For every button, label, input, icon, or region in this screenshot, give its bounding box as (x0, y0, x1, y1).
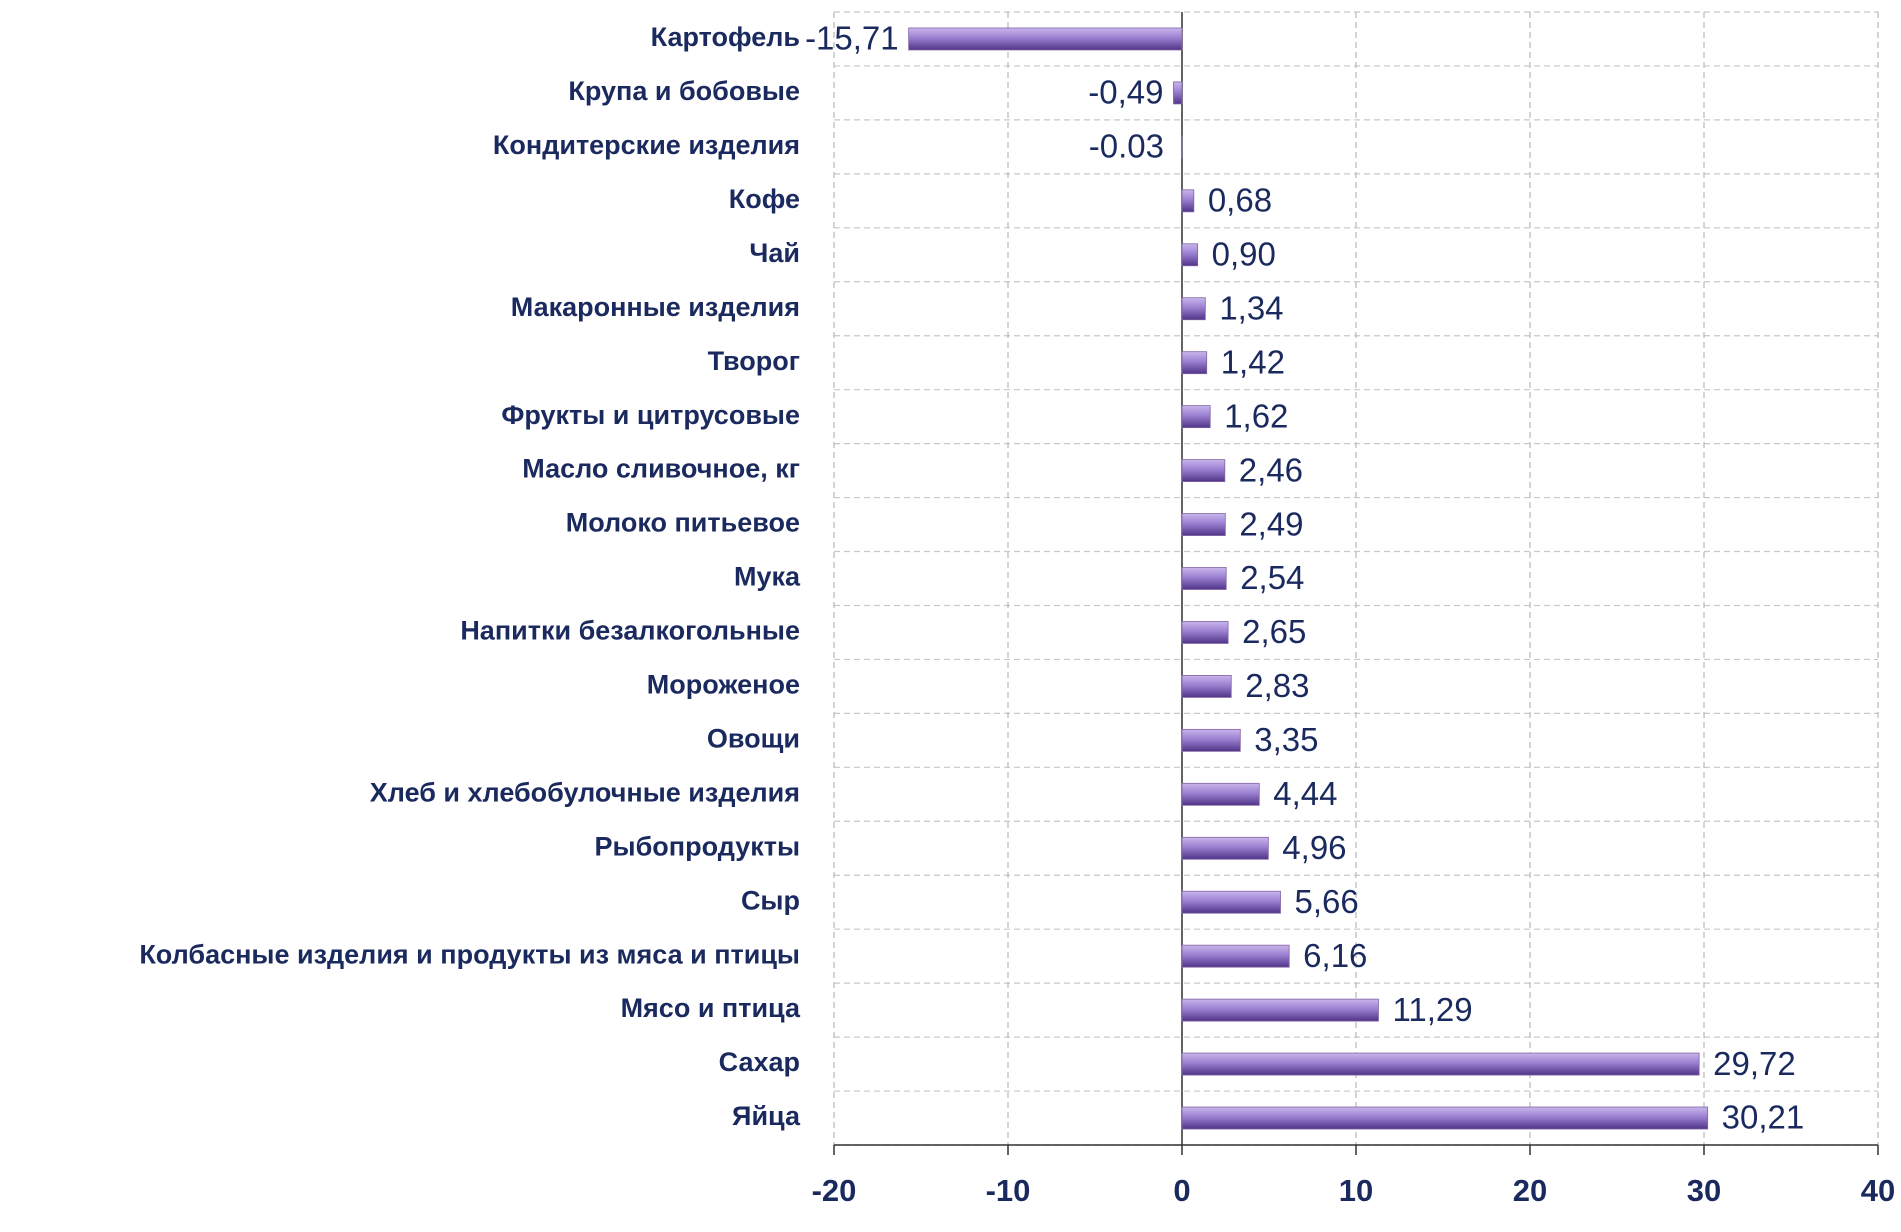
y-tick-label: Картофель (651, 22, 800, 52)
bar (1181, 513, 1226, 536)
data-label: 1,34 (1219, 289, 1283, 326)
x-tick-label: 10 (1339, 1173, 1373, 1208)
data-label: 4,44 (1273, 775, 1337, 812)
data-label: 11,29 (1392, 991, 1472, 1028)
data-label: 0,68 (1208, 182, 1272, 219)
y-tick-label: Творог (708, 346, 800, 376)
data-label: 29,72 (1713, 1045, 1796, 1082)
bar (1181, 675, 1232, 698)
bar (1181, 135, 1183, 159)
data-label: 3,35 (1254, 721, 1318, 758)
bar (908, 27, 1183, 51)
bar (1181, 243, 1199, 267)
data-label: 0,90 (1212, 236, 1276, 273)
y-tick-label: Сыр (741, 885, 800, 915)
bar (1181, 890, 1281, 914)
y-tick-label: Хлеб и хлебобулочные изделия (370, 777, 800, 807)
y-tick-label: Мороженое (647, 670, 800, 700)
data-label: 2,54 (1240, 559, 1304, 596)
bar (1181, 944, 1290, 968)
y-tick-label: Кондитерские изделия (493, 130, 800, 160)
bar (1181, 297, 1206, 321)
bar (1181, 567, 1227, 590)
data-label: 1,42 (1221, 343, 1285, 380)
bar (1181, 459, 1226, 482)
data-label: 2,83 (1245, 667, 1309, 704)
y-tick-label: Мука (734, 562, 801, 592)
bar (1181, 405, 1211, 429)
data-label: 2,46 (1239, 451, 1303, 488)
bar (1181, 782, 1260, 806)
data-label: 30,21 (1722, 1099, 1805, 1136)
y-tick-label: Крупа и бобовые (568, 76, 800, 106)
y-tick-label: Макаронные изделия (511, 292, 800, 322)
data-label: 1,62 (1224, 397, 1288, 434)
bar (1173, 81, 1183, 105)
x-tick-label: -20 (812, 1173, 857, 1208)
x-tick-label: 30 (1687, 1173, 1721, 1208)
bar (1181, 836, 1269, 860)
data-label: 5,66 (1294, 883, 1358, 920)
data-label: -0,49 (1088, 74, 1163, 111)
data-label: 6,16 (1303, 937, 1367, 974)
y-tick-label: Яйца (732, 1101, 801, 1131)
x-tick-label: 20 (1513, 1173, 1547, 1208)
bar (1181, 189, 1195, 213)
data-label: -0.03 (1089, 128, 1164, 165)
y-tick-label: Сахар (719, 1047, 800, 1077)
x-tick-label: 0 (1173, 1173, 1190, 1208)
bar (1181, 1106, 1709, 1130)
x-tick-label: -10 (986, 1173, 1031, 1208)
data-label: -15,71 (805, 20, 899, 57)
y-tick-label: Напитки безалкогольные (460, 616, 800, 646)
y-tick-label: Овощи (707, 723, 800, 753)
bar (1181, 728, 1241, 752)
y-tick-label: Кофе (729, 184, 800, 214)
data-label: 2,65 (1242, 613, 1306, 650)
x-tick-label: 40 (1861, 1173, 1895, 1208)
bar (1181, 998, 1379, 1022)
y-tick-label: Мясо и птица (621, 993, 801, 1023)
y-tick-label: Колбасные изделия и продукты из мяса и п… (139, 939, 800, 969)
data-label: 2,49 (1239, 505, 1303, 542)
bar (1181, 351, 1208, 375)
y-tick-label: Масло сливочное, кг (522, 454, 800, 484)
bar (1181, 621, 1229, 644)
data-label: 4,96 (1282, 829, 1346, 866)
y-tick-label: Молоко питьевое (566, 508, 800, 538)
y-tick-label: Фрукты и цитрусовые (501, 400, 800, 430)
y-tick-label: Чай (749, 238, 800, 268)
y-tick-label: Рыбопродукты (595, 831, 800, 861)
bar (1181, 1052, 1700, 1076)
